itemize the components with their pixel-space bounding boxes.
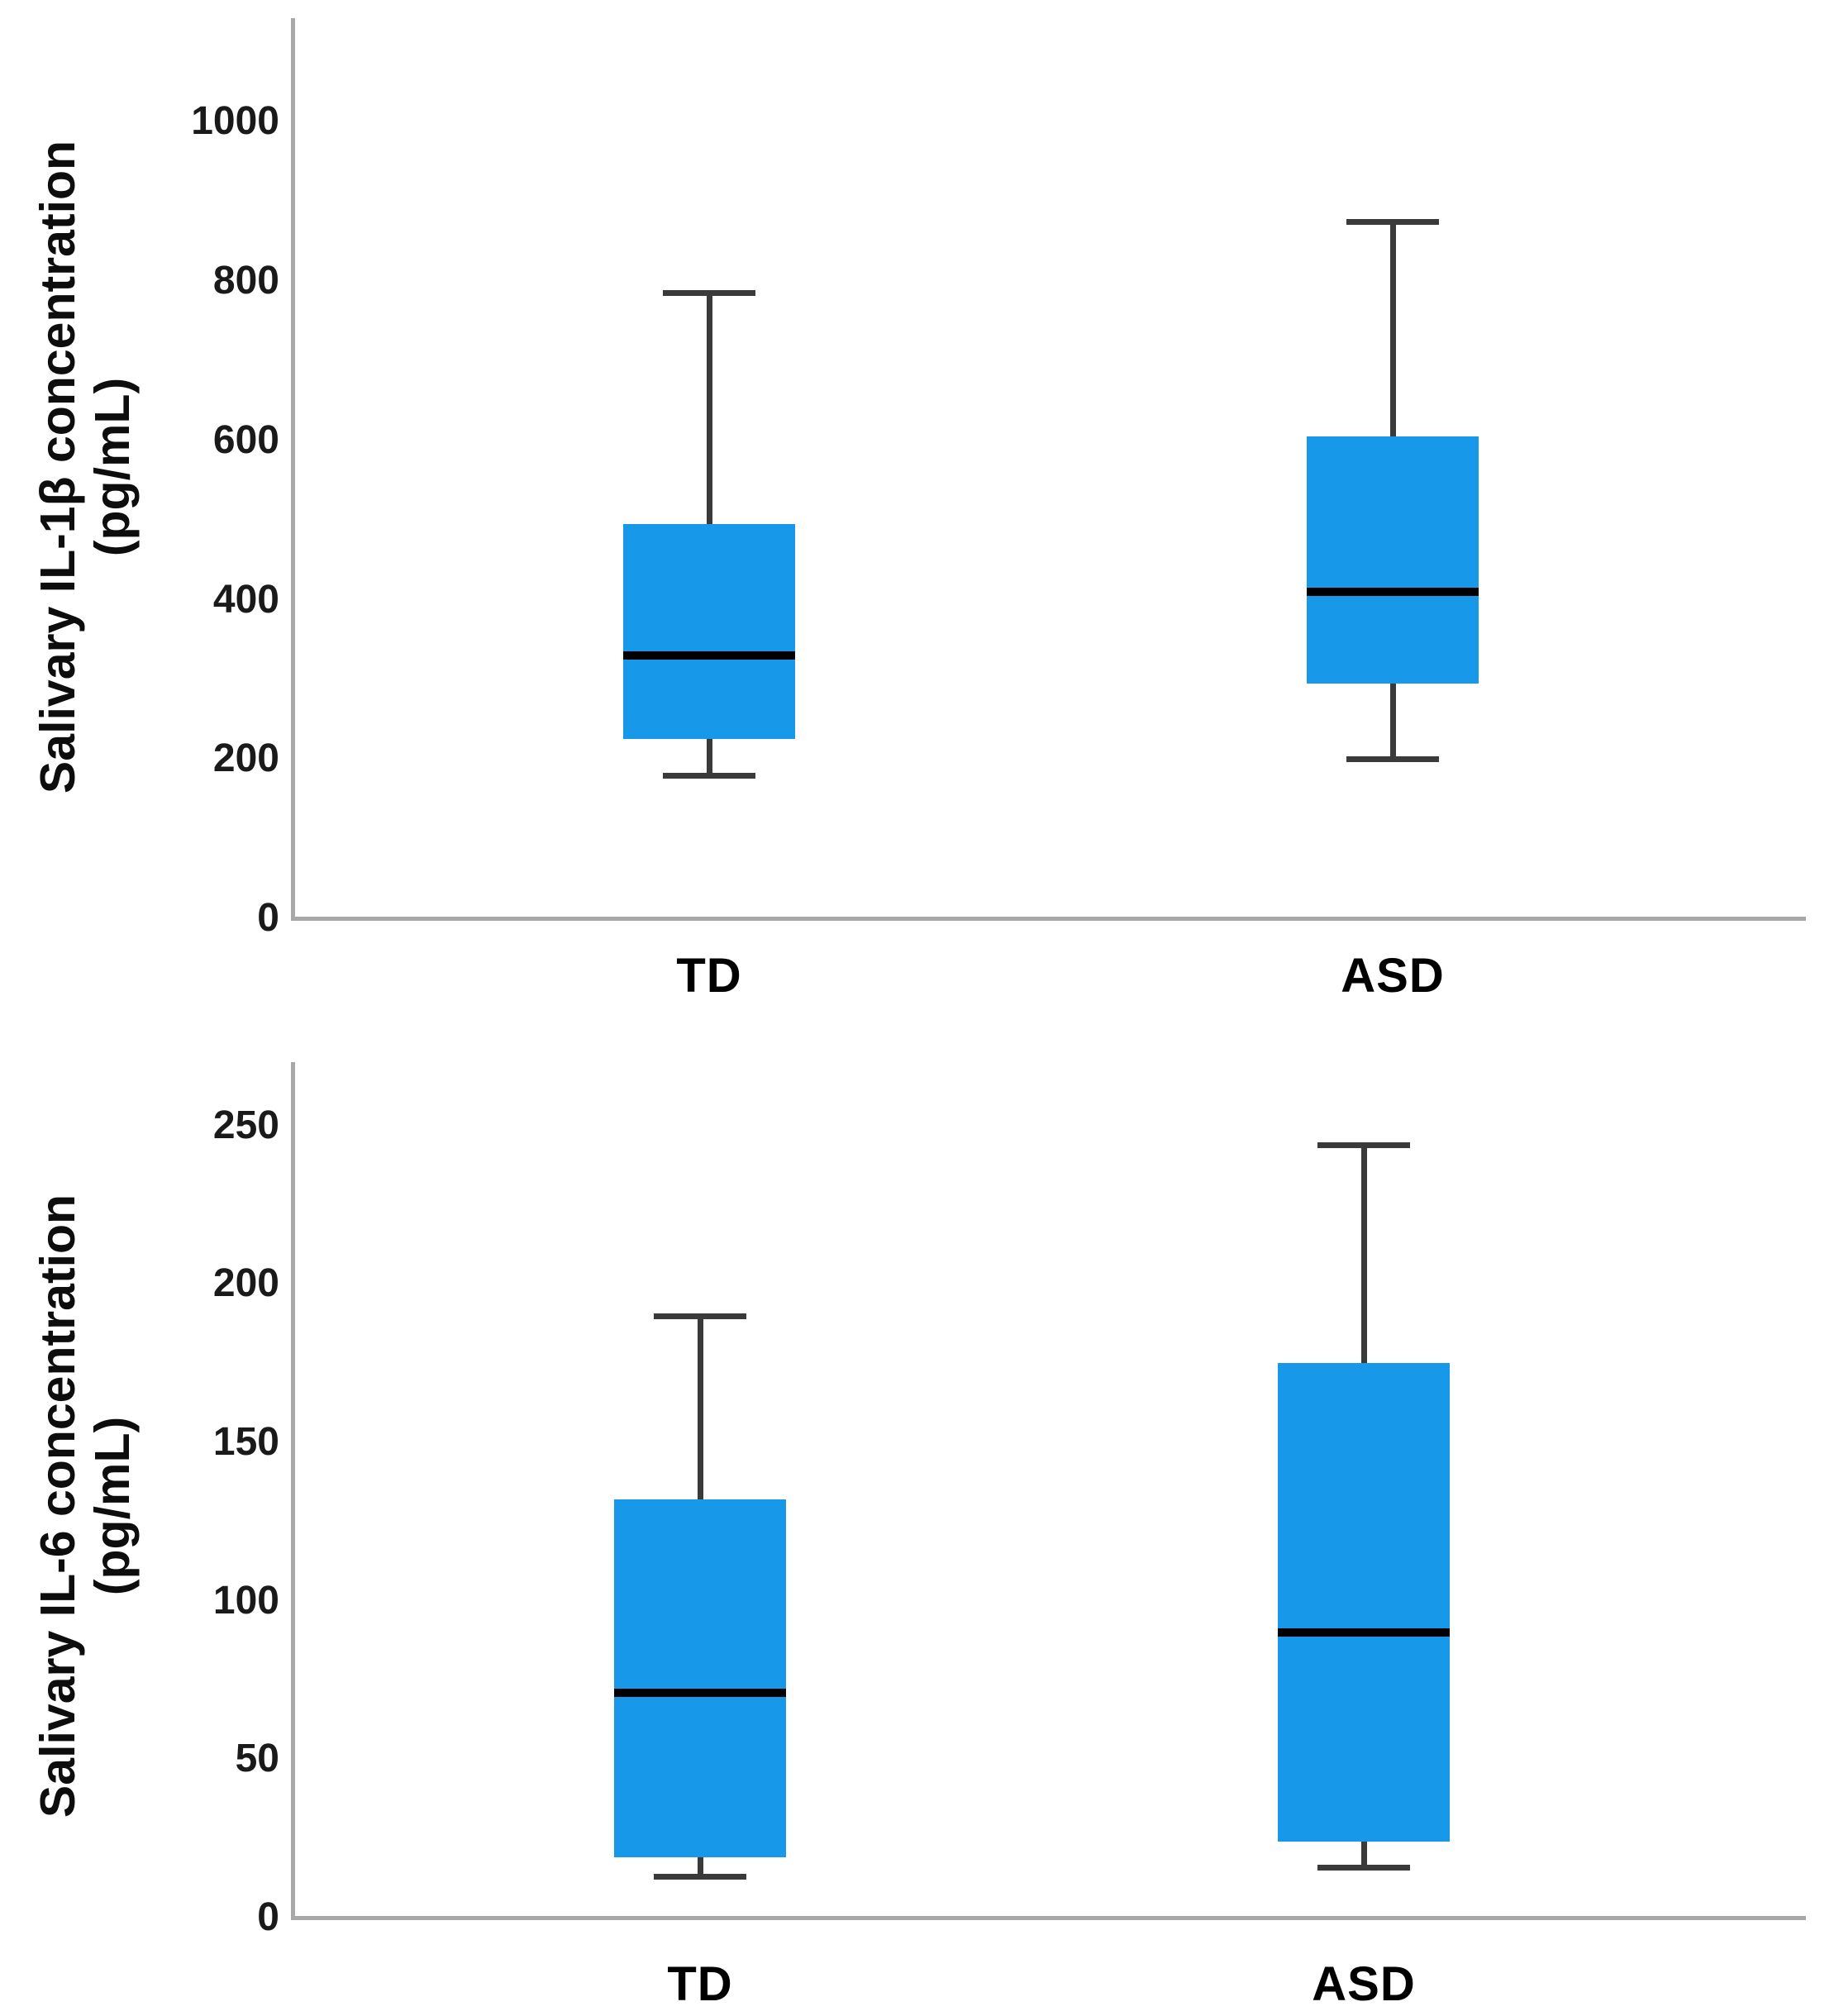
y-tick-label: 100	[212, 1578, 279, 1623]
lower-whisker	[697, 1857, 703, 1877]
x-category-label: ASD	[1341, 949, 1445, 1003]
upper-whisker-cap	[663, 290, 755, 297]
upper-whisker	[1360, 1144, 1367, 1364]
x-axis-line	[291, 1916, 1806, 1920]
upper-whisker-cap	[1317, 1141, 1410, 1148]
y-tick-label: 400	[212, 577, 279, 622]
y-axis-line	[291, 18, 295, 918]
upper-whisker	[697, 1315, 703, 1499]
lower-whisker	[1360, 1842, 1367, 1867]
x-category-label: TD	[676, 949, 742, 1003]
median-line	[623, 651, 795, 660]
y-axis-line	[291, 1062, 295, 1918]
median-line	[614, 1688, 786, 1697]
lower-whisker-cap	[1317, 1864, 1410, 1871]
x-axis-line	[291, 917, 1806, 921]
median-line	[1278, 1628, 1450, 1637]
iqr-box	[1307, 436, 1479, 684]
y-tick-label: 600	[212, 417, 279, 462]
lower-whisker-cap	[1346, 756, 1439, 763]
y-tick-label: 50	[235, 1737, 279, 1781]
median-line	[1307, 587, 1479, 596]
y-tick-label: 200	[212, 1261, 279, 1306]
y-tick-label: 0	[257, 896, 279, 940]
iqr-box	[1278, 1363, 1450, 1842]
lower-whisker-cap	[654, 1874, 746, 1880]
y-tick-label: 0	[257, 1895, 279, 1939]
x-category-label: TD	[667, 1957, 733, 2011]
iqr-box	[614, 1499, 786, 1858]
upper-whisker	[1389, 221, 1396, 436]
upper-whisker-cap	[1346, 218, 1439, 225]
x-category-label: ASD	[1312, 1957, 1416, 2011]
lower-whisker	[1389, 683, 1396, 760]
y-tick-label: 250	[212, 1103, 279, 1147]
y-tick-label: 800	[212, 259, 279, 303]
y-tick-label: 150	[212, 1420, 279, 1464]
upper-whisker	[706, 293, 712, 524]
lower-whisker-cap	[663, 772, 755, 779]
y-tick-label: 200	[212, 736, 279, 781]
lower-whisker	[706, 739, 712, 775]
upper-whisker-cap	[654, 1313, 746, 1319]
iqr-box	[623, 523, 795, 740]
y-tick-label: 1000	[191, 99, 279, 144]
